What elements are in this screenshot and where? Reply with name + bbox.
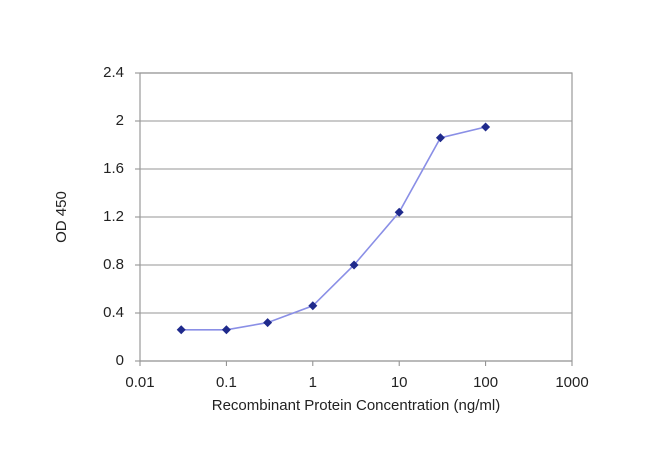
y-tick-label: 0: [116, 352, 124, 369]
x-tick-label: 0.01: [125, 374, 154, 391]
y-tick-label: 0.8: [103, 256, 124, 273]
x-tick-label: 100: [473, 374, 498, 391]
x-tick-label: 10: [391, 374, 408, 391]
y-tick-label: 1.6: [103, 160, 124, 177]
x-tick-label: 1000: [555, 374, 588, 391]
data-point: [308, 301, 318, 311]
y-tick-label: 2.4: [103, 64, 124, 81]
plot-frame: [139, 72, 573, 362]
y-tick-label: 0.4: [103, 304, 124, 321]
data-point: [263, 318, 273, 328]
y-axis-label: OD 450: [53, 191, 70, 243]
y-tick-label: 2: [116, 112, 124, 129]
data-point: [349, 260, 359, 270]
data-point: [481, 122, 491, 132]
data-line: [181, 126, 486, 331]
data-point: [394, 207, 404, 217]
x-tick-label: 1: [309, 374, 317, 391]
data-point: [176, 325, 186, 335]
x-tick-label: 0.1: [216, 374, 237, 391]
y-tick-label: 1.2: [103, 208, 124, 225]
x-axis-label: Recombinant Protein Concentration (ng/ml…: [212, 397, 500, 414]
data-point: [435, 133, 445, 143]
data-point: [221, 325, 231, 335]
